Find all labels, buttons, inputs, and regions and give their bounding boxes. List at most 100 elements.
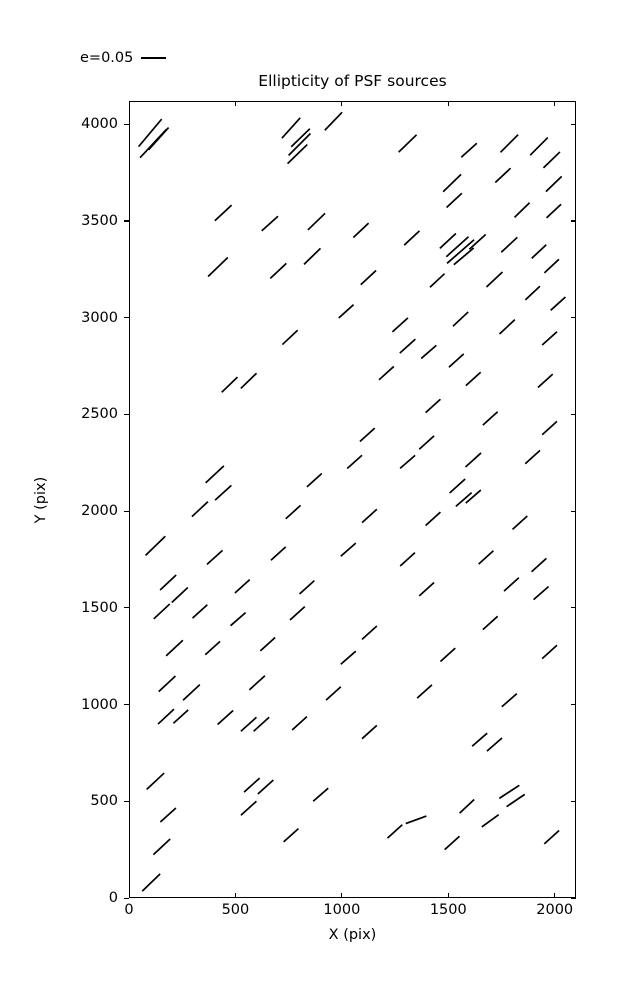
whisker-segment [286, 143, 308, 165]
whisker-segment [498, 784, 520, 800]
whisker-segment [416, 684, 433, 699]
whisker-segment [217, 709, 234, 726]
whisker-segment [391, 317, 409, 333]
whisker-segment [214, 484, 232, 501]
whisker-segment [541, 331, 558, 346]
whisker-segment [485, 271, 504, 288]
y-tick-mark-right [571, 800, 576, 802]
x-tick-mark [341, 893, 343, 898]
whisker-segment [478, 550, 494, 565]
x-tick-label: 500 [221, 902, 250, 918]
whisker-segment [481, 813, 500, 828]
whisker-segment [290, 128, 311, 148]
whisker-segment [543, 829, 560, 845]
whisker-segment [172, 709, 189, 724]
y-tick-label: 2500 [81, 406, 118, 423]
whisker-segment [378, 365, 395, 381]
whisker-segment [359, 427, 376, 443]
whisker-segment [270, 546, 287, 561]
whisker-segment [482, 411, 499, 426]
y-tick-mark [124, 607, 129, 609]
whisker-segment [499, 134, 519, 153]
whisker-segment [399, 552, 416, 567]
x-tick-mark-top [554, 101, 556, 106]
whisker-segment [137, 118, 163, 148]
whisker-segment [459, 798, 475, 814]
y-tick-label: 0 [108, 890, 118, 906]
whisker-segment [399, 338, 416, 354]
x-tick-label: 0 [124, 902, 134, 918]
whisker-segment [312, 787, 329, 802]
whisker-segment [281, 329, 299, 346]
whisker-segment [471, 732, 488, 747]
whisker-segment [257, 779, 274, 795]
plot-axes-area[interactable] [129, 101, 576, 898]
whisker-segment [240, 716, 257, 732]
whisker-segment [269, 262, 287, 279]
whisker-segment [261, 215, 279, 232]
x-tick-mark [554, 893, 556, 898]
whisker-segment [306, 472, 323, 488]
y-tick-mark [124, 704, 129, 706]
whisker-segment [191, 604, 208, 619]
whisker-segment [152, 838, 171, 856]
whisker-segment [298, 579, 315, 595]
whisker-segment [253, 716, 270, 732]
whisker-segment [545, 203, 562, 219]
whisker-segment [206, 549, 224, 566]
whisker-segment [324, 111, 343, 131]
x-tick-mark [128, 893, 130, 898]
whisker-segment [283, 827, 300, 843]
whisker-segment [352, 222, 370, 239]
whisker-segment [524, 285, 541, 301]
y-tick-mark [124, 510, 129, 512]
whisker-segment [338, 304, 355, 319]
whisker-segment [147, 126, 170, 151]
x-tick-mark-top [234, 101, 237, 106]
y-tick-label: 4000 [81, 116, 118, 133]
whisker-segment [159, 574, 177, 591]
whisker-segment [542, 151, 561, 169]
whisker-segment [531, 557, 547, 573]
y-tick-mark-right [571, 607, 576, 609]
whisker-segment [171, 586, 189, 604]
whisker-segment [503, 577, 520, 592]
whisker-segment [418, 435, 435, 450]
whisker-segment [446, 239, 475, 264]
whisker-segment [153, 603, 171, 620]
whisker-segment [399, 454, 416, 470]
whisker-segment [442, 173, 462, 193]
whisker-segment [307, 212, 326, 231]
whisker-segment [165, 639, 184, 657]
y-tick-label: 3500 [81, 212, 118, 229]
whisker-segment [444, 835, 461, 851]
whisker-segment [455, 491, 473, 508]
whisker-segment [439, 232, 457, 250]
y-tick-mark-right [571, 897, 576, 899]
whisker-segment [205, 465, 225, 484]
whisker-segment [243, 777, 261, 793]
whisker-segment [405, 815, 427, 825]
y-tick-mark [124, 317, 129, 319]
y-axis-label: Y (pix) [33, 476, 49, 524]
whisker-segment [289, 606, 306, 621]
whisker-segment [541, 644, 558, 660]
whisker-segment [449, 478, 466, 494]
whisker-segment [221, 376, 239, 393]
whisker-segment [182, 684, 201, 701]
whisker-segment [418, 581, 435, 597]
scale-reference-bar [141, 57, 167, 59]
y-tick-mark [124, 220, 129, 222]
whisker-segment [445, 236, 470, 258]
y-tick-mark-right [571, 413, 576, 415]
whisker-segment [545, 175, 563, 193]
whisker-segment [141, 873, 161, 892]
whisker-segment [425, 398, 441, 414]
whisker-segment [144, 535, 166, 556]
whisker-segment [543, 258, 560, 274]
x-tick-mark [447, 893, 449, 898]
x-tick-label: 1000 [323, 902, 361, 918]
whisker-segment [513, 202, 531, 218]
whisker-segment [346, 454, 363, 470]
whisker-segment [230, 611, 247, 627]
